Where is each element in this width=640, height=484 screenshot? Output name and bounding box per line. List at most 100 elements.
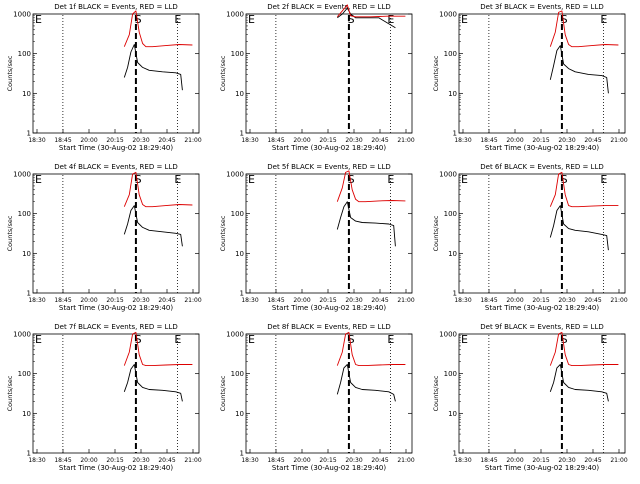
interval-marker-label: E [461,173,468,186]
x-tick-label: 20:45 [371,297,388,304]
chart-title: Det 4f BLACK = Events, RED = LLD [54,163,177,171]
plot-frame [458,13,626,134]
y-tick-label: 1 [240,290,244,298]
y-tick-label: 100 [231,370,244,378]
plot-frame [245,13,413,134]
detector-panel-7: Det 7f BLACK = Events, RED = LLD 1 10 100 10… [0,320,213,480]
x-tick-label: 21:00 [397,137,414,144]
series-line-lld [123,10,193,48]
interval-marker-label: S [348,173,355,186]
x-axis-label: Start Time (30-Aug-02 18:29:40) [59,464,173,472]
y-tick-label: 1 [453,290,457,298]
series-line-events [123,44,183,91]
y-tick-label: 10 [22,250,31,258]
x-tick-label: 18:30 [241,137,258,144]
x-tick-label: 20:30 [132,457,149,464]
x-axis-label: Start Time (30-Aug-02 18:29:40) [485,464,599,472]
x-tick-label: 21:00 [610,297,627,304]
series-line-lld [549,171,619,208]
y-axis-label: Counts/sec [219,215,227,251]
detector-plot-4: Det 4f BLACK = Events, RED = LLD 1 10 100 10… [6,163,202,312]
interval-marker-label: E [35,333,42,346]
x-tick-label: 20:45 [158,137,175,144]
x-tick-label: 20:15 [106,457,123,464]
plot-frame [32,13,200,134]
series-line-lld [336,4,406,18]
series-line-events [337,7,396,29]
y-tick-label: 1 [240,450,244,458]
detector-plot-5: Det 5f BLACK = Events, RED = LLD 1 10 100 10… [219,163,415,312]
interval-marker-label: E [174,333,181,346]
x-tick-label: 21:00 [610,457,627,464]
detector-plot-6: Det 6f BLACK = Events, RED = LLD 1 10 100 10… [432,163,628,312]
chart-title: Det 8f BLACK = Events, RED = LLD [267,323,390,331]
plot-frame [32,173,200,294]
x-tick-label: 20:30 [345,137,362,144]
interval-marker-label: S [561,333,568,346]
detector-plot-1: Det 1f BLACK = Events, RED = LLD 1 10 100 10… [6,3,202,152]
x-tick-label: 20:15 [106,137,123,144]
detector-panel-1: Det 1f BLACK = Events, RED = LLD 1 10 100 10… [0,0,213,160]
y-tick-label: 100 [444,370,457,378]
y-axis-label: Counts/sec [219,375,227,411]
chart-title: Det 9f BLACK = Events, RED = LLD [480,323,603,331]
x-axis-label: Start Time (30-Aug-02 18:29:40) [59,304,173,312]
x-tick-label: 21:00 [397,297,414,304]
y-tick-label: 1 [453,450,457,458]
x-axis-label: Start Time (30-Aug-02 18:29:40) [59,144,173,152]
x-tick-label: 20:00 [506,137,523,144]
x-tick-label: 20:30 [345,297,362,304]
x-tick-label: 20:45 [371,457,388,464]
x-tick-label: 20:45 [371,137,388,144]
x-tick-label: 20:30 [558,457,575,464]
y-tick-label: 100 [18,370,31,378]
y-tick-label: 100 [18,50,31,58]
x-axis-label: Start Time (30-Aug-02 18:29:40) [485,144,599,152]
x-tick-label: 20:00 [293,457,310,464]
y-tick-label: 1000 [439,331,457,339]
y-axis-label: Counts/sec [432,215,440,251]
x-tick-label: 20:45 [584,457,601,464]
x-tick-label: 20:45 [584,297,601,304]
y-tick-label: 100 [231,210,244,218]
series-line-lld [123,331,193,367]
x-tick-label: 20:30 [558,137,575,144]
y-tick-label: 1000 [226,11,244,19]
x-tick-label: 18:30 [241,457,258,464]
series-line-lld [336,331,406,367]
y-tick-label: 1000 [439,171,457,179]
x-tick-label: 20:45 [158,297,175,304]
x-tick-label: 20:15 [319,457,336,464]
chart-title: Det 2f BLACK = Events, RED = LLD [267,3,390,11]
x-tick-label: 18:45 [267,457,284,464]
plot-frame [245,333,413,454]
detector-plot-3: Det 3f BLACK = Events, RED = LLD 1 10 100 10… [432,3,628,152]
x-axis-label: Start Time (30-Aug-02 18:29:40) [272,304,386,312]
x-tick-label: 20:30 [558,297,575,304]
x-tick-label: 21:00 [184,297,201,304]
series-line-events [123,205,183,247]
interval-marker-label: E [35,173,42,186]
y-tick-label: 1 [27,450,31,458]
interval-marker-label: E [461,333,468,346]
interval-marker-label: E [461,13,468,26]
interval-marker-label: E [174,13,181,26]
x-tick-label: 20:15 [319,137,336,144]
y-tick-label: 10 [22,410,31,418]
interval-marker-label: S [561,13,568,26]
x-tick-label: 18:45 [54,137,71,144]
interval-marker-label: E [248,333,255,346]
detector-panel-8: Det 8f BLACK = Events, RED = LLD 1 10 100 10… [213,320,426,480]
x-tick-label: 20:00 [80,137,97,144]
x-tick-label: 20:15 [532,137,549,144]
y-axis-label: Counts/sec [6,215,14,251]
interval-marker-label: E [600,173,607,186]
series-line-events [123,364,183,402]
x-tick-label: 18:30 [241,297,258,304]
x-tick-label: 20:45 [584,137,601,144]
chart-title: Det 6f BLACK = Events, RED = LLD [480,163,603,171]
y-axis-label: Counts/sec [6,55,14,91]
y-tick-label: 10 [235,410,244,418]
interval-marker-label: E [600,13,607,26]
interval-marker-label: S [135,173,142,186]
